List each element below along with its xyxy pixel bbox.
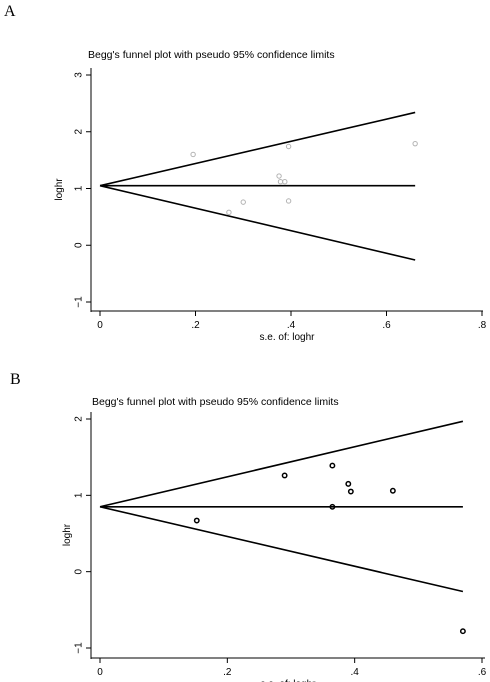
panel-b-study-point [459, 628, 466, 635]
panel-b-x-tick-label: 0 [97, 667, 103, 678]
panel-a-study-point [240, 199, 246, 205]
panel-b-x-tick-label: .2 [223, 667, 232, 678]
panel-b-x-tick-label: .4 [350, 667, 359, 678]
panel-b-study-point [345, 480, 352, 487]
panel-b-x-tick-label: .6 [478, 667, 487, 678]
panel-b-y-tick-label: 2 [74, 416, 85, 422]
panel-a-x-axis-label: s.e. of: loghr [259, 332, 315, 343]
panel-b-x-axis-label: s.e. of: loghr [260, 679, 316, 682]
panel-a-x-tick-label: .8 [478, 320, 487, 331]
panel-b-y-tick-label: −1 [74, 642, 85, 654]
panel-a-study-point [276, 173, 282, 179]
panel-b-study-point [329, 503, 336, 510]
panel-b-y-tick-label: 1 [74, 492, 85, 498]
panel-a-y-tick-label: 1 [74, 185, 85, 191]
panel-a-y-axis-label: loghr [54, 178, 65, 201]
panel-a-x-tick-label: .6 [382, 320, 391, 331]
panel-b-study-point [389, 487, 396, 494]
panel-a-study-point [285, 198, 292, 204]
panel-b-y-tick-label: 0 [74, 568, 85, 574]
panel-a-x-tick-label: .2 [191, 320, 200, 331]
panel-a-title: Begg's funnel plot with pseudo 95% confi… [88, 49, 335, 61]
panel-b: B Begg's funnel plot with pseudo 95% con… [10, 371, 487, 682]
panel-a-y-tick-label: −1 [74, 296, 85, 308]
panel-a-study-point [226, 209, 232, 216]
panel-a-y-tick-label: 0 [74, 242, 85, 248]
panel-b-study-point [193, 517, 200, 524]
panel-a-plot: −1 0 1 2 3 0 .2 .4 .6 .8 s.e. of: loghr loghr [54, 68, 487, 343]
panel-a-letter: A [4, 3, 16, 20]
panel-b-plot: −1 0 1 2 0 .2 .4 .6 s.e. of: loghr loghr [62, 412, 487, 682]
panel-a-study-point [412, 140, 418, 147]
panel-a-y-tick-label: 2 [74, 129, 85, 135]
panel-a-x-tick-label: 0 [97, 320, 103, 331]
panel-a-study-point [190, 151, 196, 158]
panel-b-lower-limit-line [99, 506, 464, 593]
panel-a-x-tick-label: .4 [287, 320, 296, 331]
panel-b-study-point [281, 472, 288, 479]
panel-b-y-axis-label: loghr [62, 523, 73, 546]
panel-b-study-point [329, 462, 336, 469]
panel-a: A Begg's funnel plot with pseudo 95% con… [4, 3, 487, 343]
panel-b-study-point [347, 488, 354, 495]
panel-a-y-tick-label: 3 [74, 72, 85, 78]
panel-a-study-point [282, 178, 288, 185]
panel-a-lower-limit-line [99, 184, 416, 261]
panel-a-study-point [277, 178, 284, 185]
panel-b-upper-limit-line [99, 420, 464, 508]
panel-a-upper-limit-line [99, 111, 416, 187]
panel-a-study-point [285, 143, 292, 150]
panel-b-title: Begg's funnel plot with pseudo 95% confi… [92, 396, 339, 408]
panel-b-letter: B [10, 371, 21, 388]
